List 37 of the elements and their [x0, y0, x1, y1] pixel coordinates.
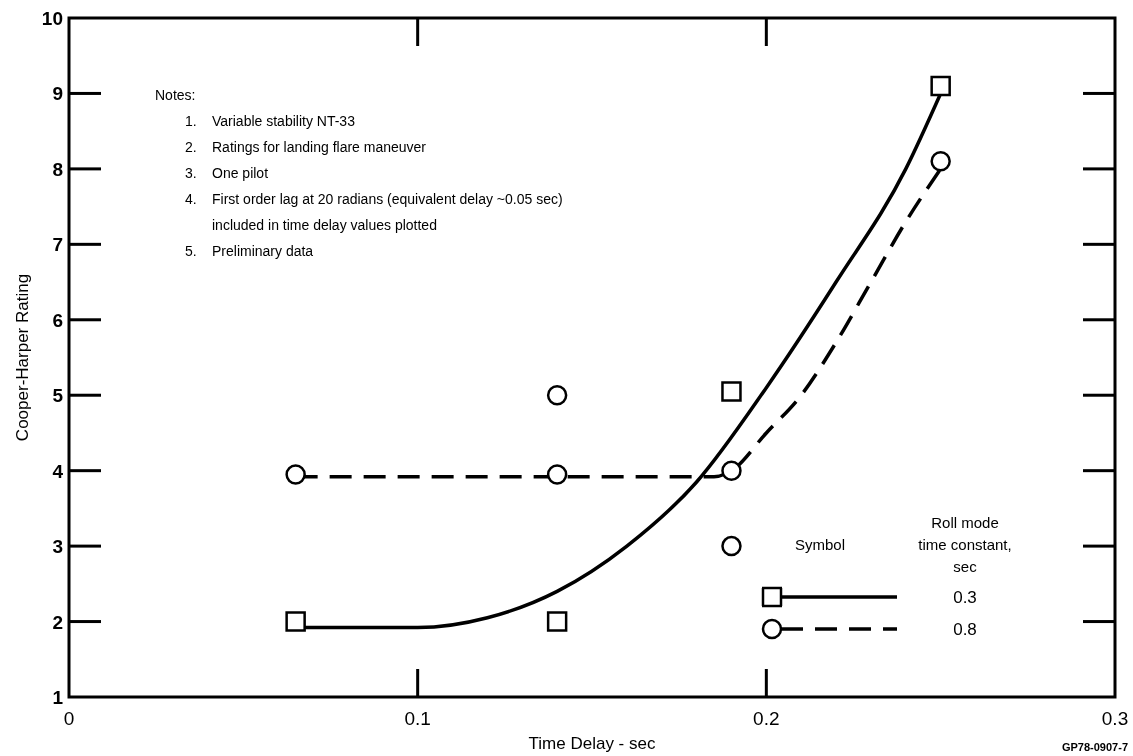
annotation: 1. Variable stability NT-33 [185, 113, 356, 129]
point [721, 381, 742, 402]
point [285, 611, 306, 632]
point [546, 384, 568, 406]
annotation: 5. Preliminary data [185, 243, 314, 259]
annotation: 2. Ratings for landing flare maneuver [185, 139, 427, 155]
y-tick-label: 10 [41, 8, 63, 29]
text: 0.3 [953, 588, 977, 607]
x-tick-label: 0.2 [753, 708, 780, 729]
annotation: Symbol [794, 536, 846, 553]
point [721, 535, 742, 557]
annotation: Notes: [155, 87, 196, 103]
point [285, 464, 306, 485]
x-axis-title: Time Delay - sec [528, 734, 656, 753]
y-tick-label: 4 [52, 460, 64, 482]
y-tick-label: 9 [52, 83, 63, 105]
text: 0.8 [953, 620, 977, 639]
point [930, 75, 951, 97]
annotation: 3. One pilot [185, 165, 269, 181]
y-tick-label: 2 [52, 611, 63, 633]
y-tick-label: 8 [52, 158, 63, 180]
y-tick-label: 1 [52, 687, 64, 708]
y-tick-label: 7 [52, 234, 63, 256]
x-tick-label: 0.1 [404, 708, 431, 729]
y-tick-label: 6 [52, 309, 63, 331]
annotation: 4. First order lag at 20 radians (equivalent delay ~0.05 sec) included in time delay values plotted [185, 191, 563, 233]
y-tick-label: 3 [52, 536, 63, 558]
x-tick-label: 0 [63, 708, 75, 729]
point [546, 611, 568, 632]
point [930, 151, 951, 172]
x-tick-label: 0.3 [1101, 708, 1129, 729]
point [721, 460, 742, 481]
y-axis-title: Cooper-Harper Rating [13, 273, 32, 442]
legend-title: Roll mode time constant, sec [918, 514, 1012, 575]
text: GP78-0907-7 [1061, 741, 1128, 753]
y-tick-label: 5 [52, 385, 64, 407]
point [546, 464, 568, 485]
